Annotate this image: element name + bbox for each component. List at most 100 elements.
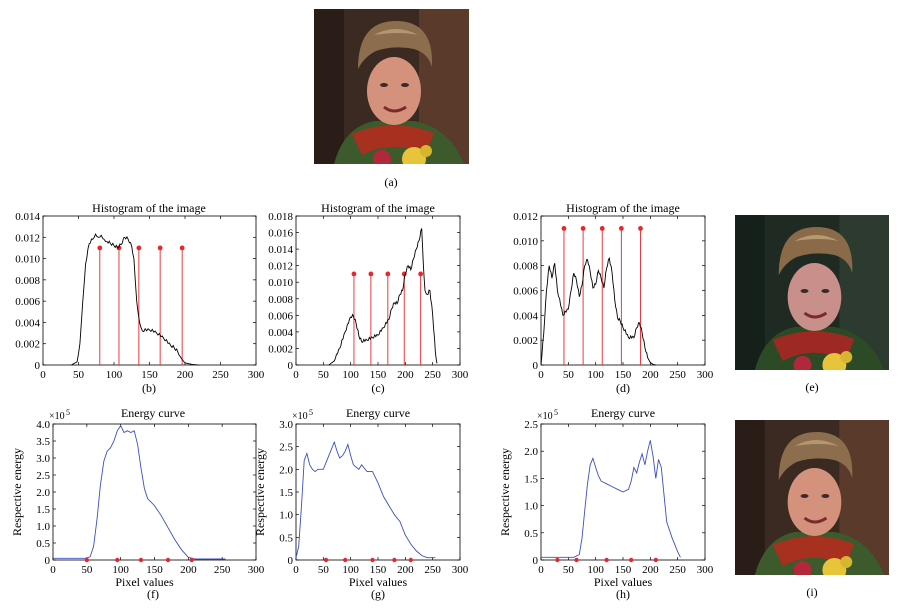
caption-c: (c) [371,381,384,395]
data-series-line [295,440,436,559]
caption-d: (d) [616,381,630,395]
x-tick-label: 200 [397,369,414,381]
y-tick-label: 0 [533,555,539,567]
x-tick-label: 300 [452,564,469,576]
threshold-marker [189,557,194,563]
y-tick-label: 0.010 [513,236,538,248]
threshold-marker [561,226,567,231]
data-series-line [540,256,656,366]
y-tick-label: 1.5 [279,487,293,499]
threshold-marker [392,557,397,563]
y-tick-label: 4.0 [36,419,50,431]
y-axis-label: Respective energy [10,448,24,536]
threshold-marker [84,557,90,563]
x-tick-label: 250 [212,369,229,381]
chart-title: Energy curve [591,406,655,420]
y-exponent-label: ×10 [49,411,65,422]
caption-g: (g) [371,587,385,601]
y-tick-label: 0.5 [279,532,293,544]
y-tick-label: 0.008 [268,294,293,306]
plot-frame [540,215,706,366]
y-tick-label: 2.5 [36,470,50,482]
y-tick-label: 1.5 [524,473,538,485]
caption-i: (i) [806,585,818,599]
y-tick-label: 0.5 [36,538,50,550]
threshold-marker [638,226,643,231]
chart-g: Energy curve 0 50 100 150 200 250 300 0 0.5 1.0 1.5… [253,406,469,601]
caption-a: (a) [384,175,398,189]
x-tick-label: 200 [180,564,197,576]
y-exponent-power: 5 [554,408,558,417]
y-tick-label: 2.0 [36,487,50,499]
x-tick-label: 50 [563,369,575,381]
data-series-line [71,233,200,366]
data-series-line [541,440,681,558]
y-tick-label: 0 [35,360,41,372]
y-tick-label: 0.002 [268,343,293,355]
threshold-marker [165,557,171,563]
x-axis-label: Pixel values [115,575,174,589]
plot-frame [295,423,461,561]
x-tick-label: 100 [342,564,359,576]
x-tick-label: 100 [587,369,604,381]
x-tick-label: 300 [248,369,265,381]
x-tick-label: 300 [697,369,714,381]
threshold-marker [604,557,609,563]
x-tick-label: 250 [214,564,231,576]
x-tick-label: 100 [106,369,123,381]
y-tick-label: 2.0 [279,464,293,476]
y-tick-label: 0.010 [268,277,293,289]
portrait-photo-original [314,9,469,164]
threshold-marker [580,226,586,231]
y-tick-label: 1.0 [524,501,538,513]
y-exponent-power: 5 [66,408,70,417]
chart-h: Energy curve 0 50 100 150 200 250 300 0 0.5 1.0 1.5… [498,406,714,601]
x-tick-label: 200 [642,564,659,576]
y-tick-label: 0.004 [15,317,40,329]
x-tick-label: 150 [146,564,163,576]
y-tick-label: 0.006 [513,286,538,298]
x-tick-label: 50 [318,369,330,381]
y-tick-label: 0.016 [268,228,293,240]
threshold-marker [370,557,375,563]
threshold-marker [653,557,658,563]
x-tick-label: 200 [397,564,414,576]
x-tick-label: 250 [424,564,441,576]
y-exponent-label: ×10 [292,411,308,422]
chart-f: Energy curve 0 50 100 150 200 250 300 0 0.5 1.0 1.5… [10,406,265,601]
x-tick-label: 0 [50,564,56,576]
y-tick-label: 0.010 [15,254,40,266]
threshold-marker [343,557,348,563]
x-tick-label: 250 [669,564,686,576]
y-tick-label: 0.004 [513,310,538,322]
data-series-line [53,424,226,560]
portrait-photo-enhanced-dark [735,215,889,370]
x-tick-label: 150 [615,564,632,576]
threshold-marker [323,557,329,563]
threshold-marker [618,226,624,231]
threshold-marker [351,271,357,277]
x-tick-label: 150 [370,369,387,381]
x-tick-label: 300 [248,564,265,576]
x-tick-label: 0 [538,369,544,381]
plot-frame [42,215,257,366]
data-series-line [328,228,438,366]
y-tick-label: 0.014 [15,211,40,223]
chart-c: Histogram of the image 0 50 100 150 200 250 300… [268,201,469,395]
chart-title: Histogram of the image [566,201,680,215]
y-tick-label: 0.012 [15,232,40,244]
y-tick-label: 1.0 [36,521,50,533]
threshold-marker [555,557,560,563]
chart-title: Histogram of the image [321,201,435,215]
y-exponent-power: 5 [309,408,313,417]
caption-b: (b) [142,381,156,395]
threshold-marker [115,557,120,563]
caption-h: (h) [616,587,630,601]
x-tick-label: 300 [452,369,469,381]
y-tick-label: 0.5 [524,528,538,540]
threshold-marker [599,226,605,231]
threshold-marker [368,271,374,277]
x-tick-label: 100 [112,564,129,576]
y-tick-label: 0.006 [268,310,293,322]
